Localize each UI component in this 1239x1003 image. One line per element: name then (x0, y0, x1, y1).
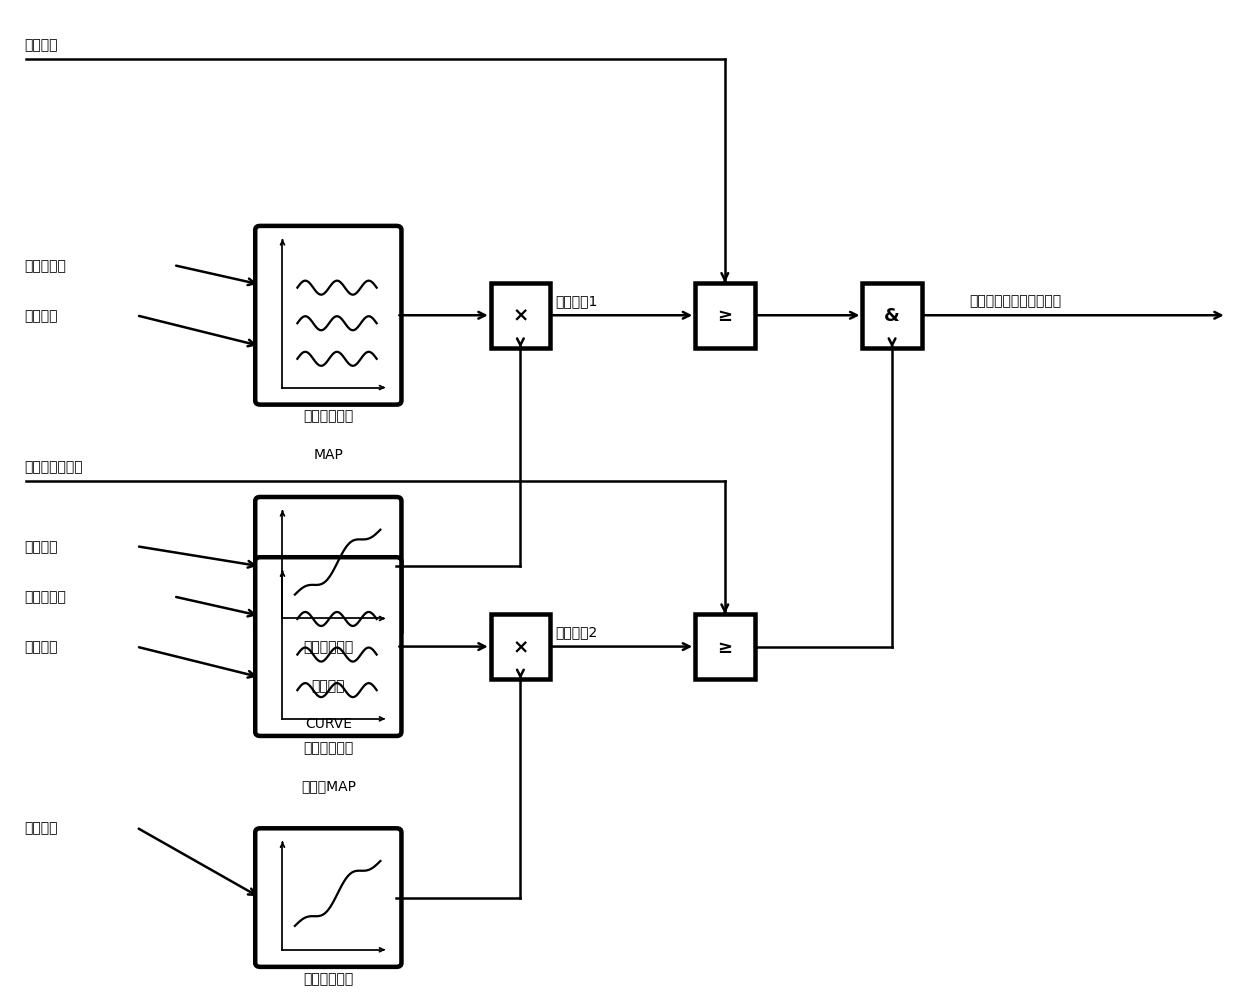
Text: 预设阈值1: 预设阈值1 (555, 294, 597, 308)
Text: ≥: ≥ (717, 307, 732, 325)
FancyBboxPatch shape (255, 227, 401, 405)
Bar (695, 283, 755, 348)
Text: 预估的爆震强: 预估的爆震强 (304, 971, 353, 985)
Text: ×: × (512, 307, 529, 325)
Text: 需求扭矩: 需求扭矩 (25, 640, 58, 654)
Bar (862, 283, 922, 348)
Text: 进气温度: 进气温度 (25, 820, 58, 834)
Text: 预估的爆震强: 预估的爆震强 (304, 740, 353, 754)
FancyBboxPatch shape (255, 828, 401, 967)
Text: 度阈值MAP: 度阈值MAP (301, 778, 356, 792)
FancyBboxPatch shape (255, 558, 401, 736)
Text: 预设阈值2: 预设阈值2 (555, 625, 597, 639)
Text: 进气温度: 进气温度 (25, 540, 58, 554)
Text: 发动机保护控制使能状态: 发动机保护控制使能状态 (969, 294, 1061, 308)
Text: 发动机转速: 发动机转速 (25, 259, 67, 273)
Text: CURVE: CURVE (305, 716, 352, 730)
Bar (491, 614, 550, 680)
Bar (491, 283, 550, 348)
Text: 爆震强度: 爆震强度 (25, 38, 58, 52)
Text: ≥: ≥ (717, 638, 732, 656)
Text: ×: × (512, 638, 529, 656)
Text: 需求扭矩: 需求扭矩 (25, 309, 58, 323)
Text: MAP: MAP (313, 447, 343, 461)
Text: 发动机转速: 发动机转速 (25, 590, 67, 604)
Text: 爆震强度阈值: 爆震强度阈值 (304, 409, 353, 423)
Text: 爆震强度阈值: 爆震强度阈值 (304, 640, 353, 654)
Text: &: & (885, 307, 900, 325)
Text: 修正系数: 修正系数 (311, 678, 346, 692)
FancyBboxPatch shape (255, 497, 401, 636)
Bar (695, 614, 755, 680)
Text: 预估的爆震强度: 预估的爆震强度 (25, 459, 83, 473)
